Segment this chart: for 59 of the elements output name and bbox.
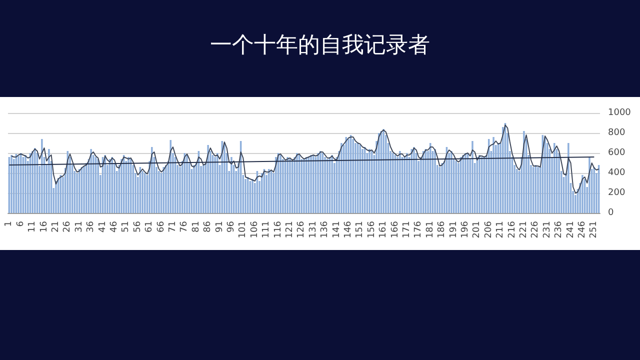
x-tick-label: 121 [284, 221, 295, 238]
x-tick-label: 1 [4, 221, 14, 227]
x-tick-label: 186 [437, 220, 448, 238]
x-tick-label: 91 [214, 221, 225, 232]
x-tick-label: 131 [308, 221, 318, 238]
x-tick-label: 66 [156, 220, 166, 232]
y-tick-label: 800 [608, 128, 626, 138]
x-tick-label: 11 [28, 221, 38, 232]
x-tick-label: 31 [74, 221, 84, 232]
x-tick-label: 251 [589, 221, 600, 238]
x-tick-label: 226 [530, 220, 541, 238]
x-tick-label: 136 [320, 220, 330, 238]
x-tick-label: 56 [132, 220, 143, 232]
x-tick-label: 151 [355, 221, 366, 238]
x-tick-label: 6 [16, 220, 26, 227]
x-tick-label: 21 [50, 221, 61, 232]
x-tick-label: 26 [62, 220, 73, 232]
x-tick-label: 181 [425, 221, 436, 238]
x-tick-label: 106 [250, 220, 260, 238]
x-tick-label: 71 [168, 221, 178, 232]
x-tick-label: 16 [39, 220, 50, 232]
x-tick-label: 216 [507, 220, 518, 238]
chart-title: 一个十年的自我记录者 [209, 32, 431, 60]
x-tick-label: 86 [203, 220, 214, 232]
y-tick-label: 400 [608, 168, 626, 178]
x-tick-label: 236 [554, 220, 564, 238]
line-series [11, 124, 600, 194]
x-tick-label: 211 [496, 221, 506, 238]
x-tick-label: 206 [484, 220, 494, 238]
y-tick-label: 200 [608, 188, 626, 198]
x-tick-label: 191 [448, 221, 459, 238]
x-tick-label: 101 [238, 221, 248, 238]
y-tick-label: 0 [608, 208, 614, 218]
x-tick-label: 116 [273, 220, 284, 238]
x-tick-label: 51 [121, 221, 132, 232]
x-tick-label: 141 [332, 221, 342, 238]
x-tick-label: 201 [472, 221, 482, 238]
x-tick-label: 126 [296, 220, 307, 238]
x-tick-label: 171 [402, 221, 412, 238]
x-tick-label: 221 [518, 221, 529, 238]
x-tick-label: 166 [390, 220, 400, 238]
y-tick-label: 600 [608, 148, 626, 158]
y-tick-label: 1000 [608, 108, 632, 118]
x-tick-label: 81 [191, 221, 202, 232]
x-tick-label: 231 [542, 221, 552, 238]
x-tick-label: 161 [378, 221, 389, 238]
x-tick-label: 46 [109, 220, 120, 232]
x-tick-label: 156 [366, 220, 377, 238]
x-tick-label: 76 [180, 220, 190, 232]
x-tick-label: 41 [98, 221, 108, 232]
x-tick-label: 246 [577, 220, 588, 238]
x-tick-label: 241 [566, 221, 576, 238]
x-tick-label: 146 [343, 220, 354, 238]
x-tick-label: 176 [414, 220, 424, 238]
x-tick-label: 61 [144, 221, 155, 232]
x-tick-label: 96 [226, 220, 236, 232]
x-tick-label: 196 [460, 220, 470, 238]
x-tick-label: 36 [86, 220, 96, 232]
x-tick-label: 111 [262, 221, 272, 238]
